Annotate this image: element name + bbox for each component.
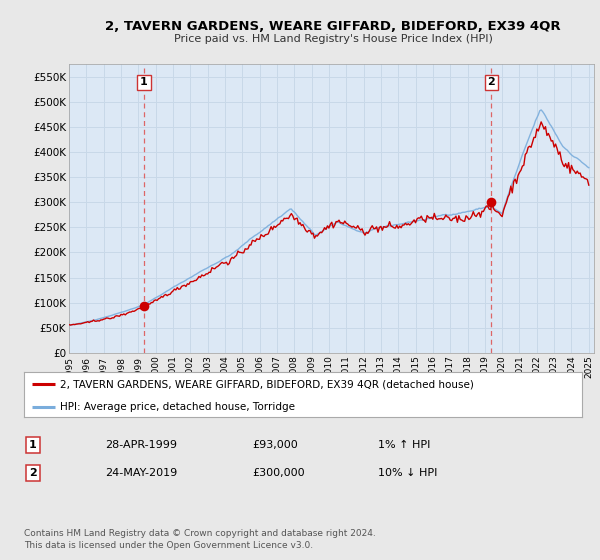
Text: 1: 1: [140, 77, 148, 87]
Text: Price paid vs. HM Land Registry's House Price Index (HPI): Price paid vs. HM Land Registry's House …: [173, 34, 493, 44]
Text: £93,000: £93,000: [252, 440, 298, 450]
Text: HPI: Average price, detached house, Torridge: HPI: Average price, detached house, Torr…: [60, 402, 295, 412]
Text: 10% ↓ HPI: 10% ↓ HPI: [378, 468, 437, 478]
Text: 2: 2: [488, 77, 496, 87]
Text: 2, TAVERN GARDENS, WEARE GIFFARD, BIDEFORD, EX39 4QR: 2, TAVERN GARDENS, WEARE GIFFARD, BIDEFO…: [105, 20, 561, 32]
Text: Contains HM Land Registry data © Crown copyright and database right 2024.
This d: Contains HM Land Registry data © Crown c…: [24, 529, 376, 550]
Text: 2: 2: [29, 468, 37, 478]
Text: 1: 1: [29, 440, 37, 450]
Text: £300,000: £300,000: [252, 468, 305, 478]
Text: 24-MAY-2019: 24-MAY-2019: [105, 468, 177, 478]
Text: 2, TAVERN GARDENS, WEARE GIFFARD, BIDEFORD, EX39 4QR (detached house): 2, TAVERN GARDENS, WEARE GIFFARD, BIDEFO…: [60, 380, 474, 390]
Text: 1% ↑ HPI: 1% ↑ HPI: [378, 440, 430, 450]
Text: 28-APR-1999: 28-APR-1999: [105, 440, 177, 450]
